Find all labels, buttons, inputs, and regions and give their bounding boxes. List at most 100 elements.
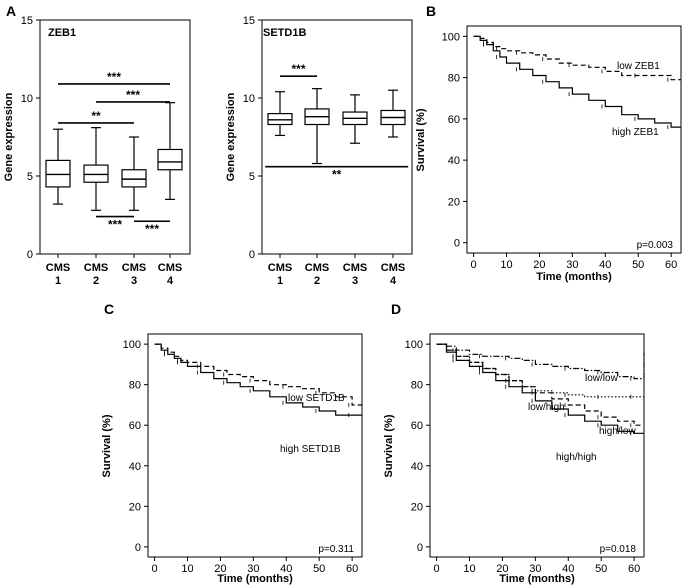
zeb1-sig-label-4: *** <box>145 222 159 236</box>
km_zeb1-ytick-label-3: 60 <box>448 114 460 126</box>
setd1b-ytick-label-1: 5 <box>249 171 255 183</box>
setd1b-category-label-1: CMS <box>268 262 292 274</box>
setd1b-significance: ***** <box>265 62 409 182</box>
zeb1-category-label-2: CMS <box>84 262 108 274</box>
km_combo-curve-low-low <box>436 343 645 380</box>
km-setd1b-y-axis-label: Survival (%) <box>101 414 113 477</box>
km_zeb1-xtick-label-6: 60 <box>665 259 677 271</box>
km-zeb1-frame <box>466 25 682 254</box>
km-setd1b-pvalue: p=0.311 <box>318 544 354 555</box>
km-combined-frame <box>429 333 645 558</box>
km_combo-ytick-label-1: 20 <box>411 501 423 513</box>
km_setd1b-ytick-label-1: 20 <box>129 501 141 513</box>
km_zeb1-xtick-label-0: 0 <box>471 259 477 271</box>
km_combo-xtick-label-4: 40 <box>562 563 574 575</box>
km_combo-xtick-label-5: 50 <box>595 563 607 575</box>
km_zeb1-xtick-label-5: 50 <box>632 259 644 271</box>
setd1b-sig-label-0: *** <box>291 62 305 76</box>
km_combo-ytick-label-3: 60 <box>411 420 423 432</box>
km-zeb1-ticks: 0 10 20 30 40 50 60 0 20 40 60 80 100 <box>442 31 678 271</box>
zeb1-frame <box>39 19 191 255</box>
zeb1-sig-label-3: *** <box>108 218 122 232</box>
km-setd1b-curves <box>154 343 363 418</box>
km_setd1b-curve-low-setd1b <box>154 343 363 407</box>
km_combo-xtick-label-0: 0 <box>434 563 440 575</box>
zeb1-box-1 <box>45 159 71 188</box>
zeb1-box-2 <box>83 164 109 183</box>
zeb1-ytick-label-3: 15 <box>21 15 33 27</box>
km-zeb1-label-low: low ZEB1 <box>617 61 660 72</box>
km_setd1b-xtick-label-3: 30 <box>247 563 259 575</box>
km_combo-ytick-label-5: 100 <box>405 339 423 351</box>
zeb1-significance: *********** *** <box>58 70 170 236</box>
zeb1-sig-label-0: *** <box>107 70 121 84</box>
zeb1-category-label-4: CMS <box>158 262 182 274</box>
km_zeb1-ytick-label-0: 0 <box>454 238 460 250</box>
km_zeb1-xtick-label-3: 30 <box>566 259 578 271</box>
km-setd1b-frame <box>147 333 363 558</box>
setd1b-category-label-4: CMS <box>381 262 405 274</box>
km-setd1b-ticks: 0 10 20 30 40 50 60 0 20 40 60 80 100 <box>123 339 359 575</box>
setd1b-category-label-3: CMS <box>343 262 367 274</box>
setd1b-frame <box>261 19 413 255</box>
km_setd1b-xtick-label-4: 40 <box>280 563 292 575</box>
km-zeb1-label-high: high ZEB1 <box>612 127 659 138</box>
km-zeb1-y-axis-label: Survival (%) <box>415 108 427 171</box>
zeb1-box-3 <box>121 169 147 188</box>
km-zeb1-curves <box>473 35 681 130</box>
setd1b-box-1 <box>267 112 293 126</box>
zeb1-y-axis-label: Gene expression <box>3 92 15 181</box>
setd1b-ytick-label-0: 0 <box>249 249 255 261</box>
km_combo-xtick-label-2: 20 <box>496 563 508 575</box>
setd1b-y-axis-label: Gene expression <box>225 92 237 181</box>
panel-letter-d: D <box>391 301 401 317</box>
km_combo-xtick-label-1: 10 <box>463 563 475 575</box>
zeb1-ytick-label-2: 10 <box>21 93 33 105</box>
km-combined-curves <box>436 343 645 436</box>
km_setd1b-xtick-label-1: 10 <box>181 563 193 575</box>
km-zeb1-pvalue: p=0.003 <box>637 240 674 251</box>
zeb1-category-number-1: 1 <box>55 275 61 287</box>
km-combined-label-high-low: high/low <box>599 426 636 437</box>
km_zeb1-ytick-label-4: 80 <box>448 73 460 85</box>
km_setd1b-xtick-label-2: 20 <box>214 563 226 575</box>
km_zeb1-curve-low-zeb1 <box>473 35 681 81</box>
km_combo-curve-high-high <box>436 343 644 434</box>
zeb1-sig-label-1: *** <box>126 88 140 102</box>
km-zeb1-plot: Survival (%) Time (months) 0 10 20 30 40 50 60… <box>415 25 682 283</box>
km-combined-x-axis-label: Time (months) <box>499 573 575 585</box>
km_setd1b-xtick-label-5: 50 <box>313 563 325 575</box>
km_setd1b-ytick-label-5: 100 <box>123 339 141 351</box>
km_combo-curve-low-high <box>436 343 644 398</box>
km_combo-xtick-label-6: 60 <box>628 563 640 575</box>
setd1b-category-number-3: 3 <box>352 275 358 287</box>
km_zeb1-xtick-label-1: 10 <box>500 259 512 271</box>
km_setd1b-xtick-label-0: 0 <box>152 563 158 575</box>
km-setd1b-label-low: low SETD1B <box>288 393 345 404</box>
setd1b-ytick-label-3: 15 <box>243 15 255 27</box>
km-combined-label-high-high: high/high <box>556 452 597 463</box>
zeb1-category-label-1: CMS <box>46 262 70 274</box>
panel-letter-a: A <box>6 3 16 19</box>
km-combined-y-axis-label: Survival (%) <box>383 414 395 477</box>
setd1b-title: SETD1B <box>263 27 306 39</box>
zeb1-sig-label-2: ** <box>91 109 101 123</box>
setd1b-y-ticks: 0 5 10 15 <box>243 15 262 261</box>
km-setd1b-x-axis-label: Time (months) <box>217 573 293 585</box>
km-combined-label-low-high: low/high <box>528 402 565 413</box>
setd1b-category-number-2: 2 <box>314 275 320 287</box>
setd1b-ytick-label-2: 10 <box>243 93 255 105</box>
zeb1-box-4 <box>157 148 183 171</box>
km_setd1b-ytick-label-0: 0 <box>135 542 141 554</box>
setd1b-sig-label-1: ** <box>332 168 342 182</box>
km-combined-plot: Survival (%) Time (months) 0 10 20 30 40 50 60… <box>383 333 645 585</box>
km_zeb1-curve-high-zeb1 <box>473 35 681 128</box>
km-setd1b-label-high: high SETD1B <box>280 444 341 455</box>
km_zeb1-ytick-label-2: 40 <box>448 155 460 167</box>
km_setd1b-curve-high-setd1b <box>154 343 362 416</box>
zeb1-title: ZEB1 <box>48 27 76 39</box>
